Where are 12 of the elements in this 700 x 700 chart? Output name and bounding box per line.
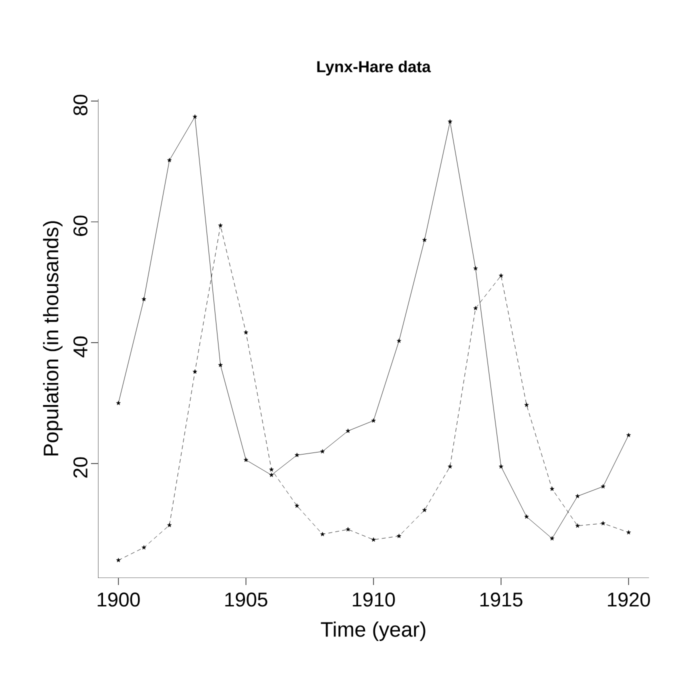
x-tick-label: 1900 [98, 592, 140, 607]
x-tick-label: 1920 [608, 592, 650, 607]
x-tick-label: 1915 [480, 592, 522, 607]
y-tick-label: 40 [73, 336, 88, 358]
chart-title: Lynx-Hare data [317, 60, 431, 76]
x-tick-label: 1905 [225, 592, 268, 607]
y-tick-label: 60 [73, 216, 88, 236]
y-tick-label: 80 [73, 94, 88, 116]
y-axis-title: Population (in thousands) [43, 221, 63, 456]
x-axis-title: Time (year) [320, 621, 426, 641]
y-tick-label: 20 [73, 457, 88, 478]
x-tick-label: 1910 [352, 592, 395, 607]
